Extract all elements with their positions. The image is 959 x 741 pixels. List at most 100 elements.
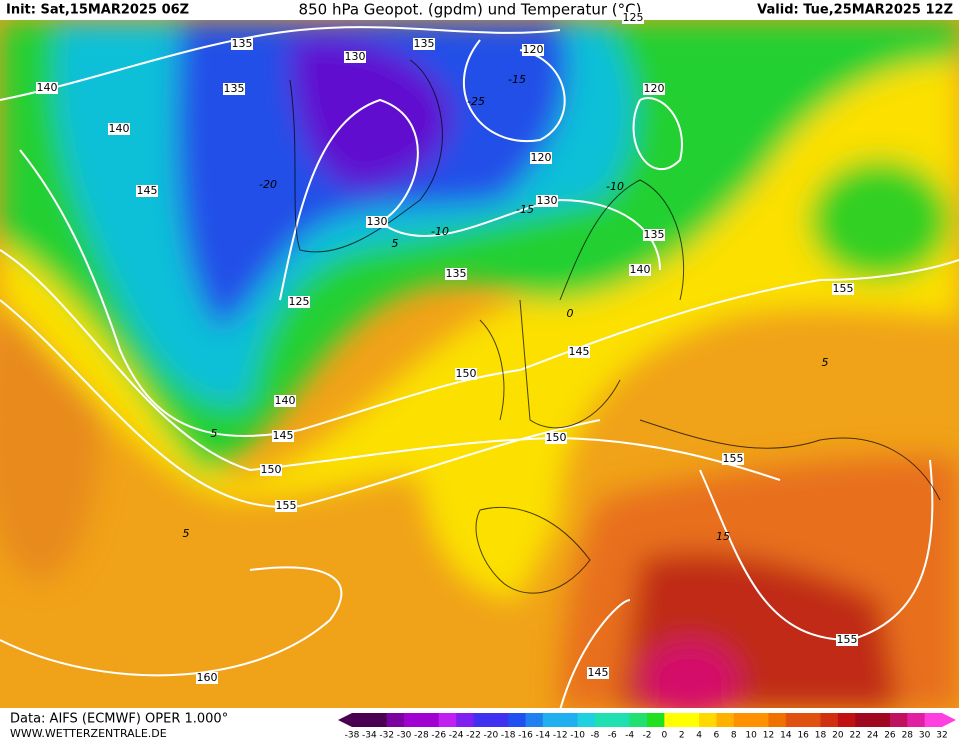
map-title: 850 hPa Geopot. (gpdm) und Temperatur (°… (299, 1, 642, 19)
label-background (344, 51, 366, 63)
colorbar-tick-label: 22 (850, 731, 861, 741)
label-background (455, 368, 477, 380)
colorbar-tick-label: -4 (625, 731, 634, 741)
label-background (275, 500, 297, 512)
geopotential-label: 150 (261, 463, 282, 476)
geopotential-label: 120 (523, 43, 544, 56)
colorbar-swatch (855, 713, 874, 727)
label-background (587, 667, 609, 679)
label-background (530, 152, 552, 164)
colorbar-tick-label: 2 (679, 731, 685, 741)
colorbar-tick-label: 30 (919, 731, 931, 741)
colorbar-tick-label: -34 (362, 731, 377, 741)
label-background (545, 432, 567, 444)
label-background (274, 395, 296, 407)
label-background (272, 430, 294, 442)
coastlines (289, 59, 941, 594)
geopotential-label: 155 (833, 282, 854, 295)
label-background (836, 634, 858, 646)
label-background (223, 83, 245, 95)
colorbar-swatch (751, 713, 769, 727)
geopotential-label: 150 (546, 431, 567, 444)
label-background (260, 464, 282, 476)
colorbar-swatch (577, 713, 596, 727)
temperature-label: 5 (822, 356, 829, 369)
temperature-label: -10 (431, 225, 449, 238)
geopotential-label: 130 (345, 50, 366, 63)
colorbar-tick-label: 0 (661, 731, 667, 741)
geopotential-label: 160 (197, 671, 218, 684)
label-background (522, 44, 544, 56)
init-time: Init: Sat,15MAR2025 06Z (6, 3, 189, 18)
colorbar-swatch (421, 713, 440, 727)
colorbar-tick-label: 10 (745, 731, 757, 741)
colorbar-arrow (338, 713, 352, 727)
colorbar-swatch (872, 713, 891, 727)
temperature-label: -25 (467, 95, 485, 108)
temperature-label: 5 (392, 237, 399, 250)
geopotential-label: 125 (289, 295, 310, 308)
colorbar-tick-label: -24 (449, 731, 464, 741)
colorbar-swatch (369, 713, 388, 727)
colorbar-swatch (907, 713, 926, 727)
colorbar-swatch (490, 713, 509, 727)
label-background (36, 82, 58, 94)
colorbar-swatch (525, 713, 544, 727)
colorbar-swatch (352, 713, 370, 727)
geopotential-label: 150 (456, 367, 477, 380)
label-background (445, 268, 467, 280)
label-background (136, 185, 158, 197)
colorbar-tick-label: 14 (780, 731, 792, 741)
label-background (643, 229, 665, 241)
geopotential-label: 155 (837, 633, 858, 646)
label-background (196, 672, 218, 684)
label-background (231, 38, 253, 50)
colorbar-tick-label: -10 (570, 731, 585, 741)
colorbar-tick-label: 18 (815, 731, 827, 741)
colorbar-swatch (438, 713, 457, 727)
label-background (629, 264, 651, 276)
label-background (832, 283, 854, 295)
geopotential-label: 120 (531, 151, 552, 164)
geopotential-label: 140 (275, 394, 296, 407)
geopotential-label: 135 (232, 37, 253, 50)
colorbar-tick-label: -16 (518, 731, 533, 741)
colorbar-tick-label: -2 (643, 731, 652, 741)
colorbar-tick-label: -18 (501, 731, 516, 741)
geopotential-label: 135 (414, 37, 435, 50)
temperature-label: 0 (567, 307, 574, 320)
label-background (622, 12, 644, 24)
site: WWW.WETTERZENTRALE.DE (10, 727, 167, 740)
label-background (568, 346, 590, 358)
map-field (0, 20, 959, 708)
colorbar-swatch (716, 713, 735, 727)
geopotential-label: 130 (367, 215, 388, 228)
colorbar-tick-label: 20 (832, 731, 844, 741)
data-source: Data: AIFS (ECMWF) OPER 1.000° (10, 712, 228, 727)
colorbar-tick-label: -6 (608, 731, 617, 741)
colorbar-tick-label: -20 (483, 731, 498, 741)
colorbar-swatch (837, 713, 856, 727)
colorbar-swatch (629, 713, 648, 727)
colorbar-swatch (542, 713, 561, 727)
colorbar-tick-label: 32 (936, 731, 947, 741)
label-background (722, 453, 744, 465)
colorbar-tick-label: 8 (731, 731, 737, 741)
temperature-label: 5 (211, 427, 218, 440)
colorbar-arrow (942, 713, 956, 727)
geopotential-label: 125 (623, 11, 644, 24)
colorbar-tick-label: -12 (553, 731, 568, 741)
label-background (288, 296, 310, 308)
colorbar-swatch (924, 713, 943, 727)
temperature-label: -20 (259, 178, 277, 191)
geopotential-label: 135 (446, 267, 467, 280)
colorbar-tick-label: -28 (414, 731, 429, 741)
colorbar-swatch (664, 713, 683, 727)
geopotential-label: 145 (273, 429, 294, 442)
colorbar-swatch (647, 713, 665, 727)
geopotential-label: 145 (137, 184, 158, 197)
colorbar-tick-label: 16 (797, 731, 809, 741)
geopotential-label: 140 (37, 81, 58, 94)
colorbar-swatch (681, 713, 700, 727)
